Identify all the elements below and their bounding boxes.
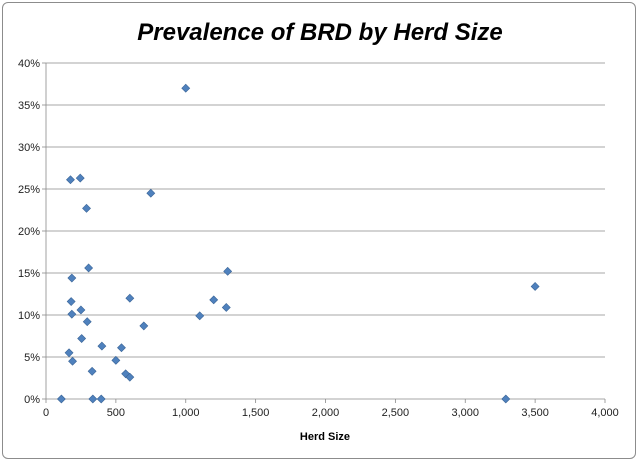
data-point <box>125 372 135 382</box>
data-point <box>67 309 77 319</box>
data-point <box>139 321 149 331</box>
data-point <box>97 341 107 351</box>
chart-title: Prevalence of BRD by Herd Size <box>137 19 502 46</box>
data-point <box>223 266 233 276</box>
data-point <box>146 188 156 198</box>
gridlines <box>46 62 605 358</box>
x-tick-label: 2,500 <box>382 407 410 419</box>
x-axis-title: Herd Size <box>300 431 350 443</box>
y-tick-label: 30% <box>18 142 40 154</box>
y-tick-label: 25% <box>18 184 40 196</box>
y-tick-label: 5% <box>24 352 40 364</box>
x-tick-label: 2,000 <box>312 407 340 419</box>
x-tick-label: 3,000 <box>451 407 479 419</box>
y-tick-label: 10% <box>18 310 40 322</box>
y-tick-label: 0% <box>24 394 40 406</box>
data-point <box>501 394 511 404</box>
data-point <box>209 295 219 305</box>
x-tick-label: 0 <box>43 407 49 419</box>
x-tick-label: 3,500 <box>521 407 549 419</box>
data-point <box>82 317 92 327</box>
data-point <box>88 394 98 404</box>
chart-frame <box>2 2 636 459</box>
x-tick-label: 500 <box>107 407 125 419</box>
data-point <box>96 394 106 404</box>
y-tick-label: 20% <box>18 226 40 238</box>
y-tick-label: 35% <box>18 100 40 112</box>
data-point <box>181 83 191 93</box>
y-tick-label: 40% <box>18 58 40 70</box>
data-point <box>82 203 91 213</box>
data-point <box>56 394 66 404</box>
data-point <box>67 273 77 283</box>
data-point <box>66 297 76 306</box>
x-tick-label: 1,000 <box>172 407 200 419</box>
data-point <box>195 311 205 321</box>
x-tick-label: 1,500 <box>242 407 270 419</box>
data-point <box>77 334 87 343</box>
data-point <box>117 343 126 353</box>
data-point <box>64 348 74 358</box>
y-tick-label: 15% <box>18 268 40 280</box>
x-axis-tick-labels: 0 500 1,000 1,500 2,000 2,500 3,000 3,500 4,000 <box>43 407 619 419</box>
data-point <box>76 305 86 315</box>
data-point <box>125 293 135 303</box>
data-point <box>84 263 94 273</box>
x-tick-label: 4,000 <box>591 407 619 419</box>
data-point <box>221 303 231 312</box>
data-point <box>68 356 77 366</box>
data-point <box>530 282 540 291</box>
data-point <box>75 173 85 183</box>
data-point <box>111 355 121 365</box>
y-axis-tick-labels: 0% 5% 10% 15% 20% 25% 30% 35% 40% <box>18 58 40 406</box>
data-point <box>66 175 75 185</box>
data-points <box>56 83 540 404</box>
axes <box>42 62 606 403</box>
data-point <box>87 366 97 376</box>
